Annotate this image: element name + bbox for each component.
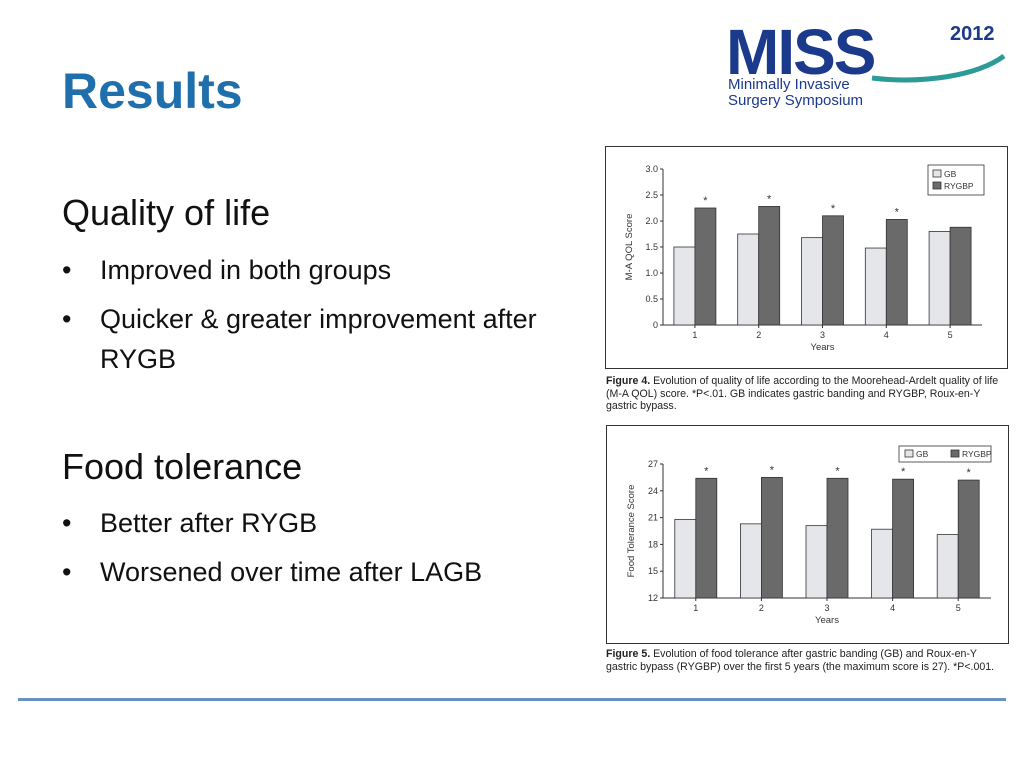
- bar-rygbp: [826, 477, 849, 599]
- logo-line1: Minimally Invasive: [728, 76, 850, 93]
- figure-4-caption: Figure 4. Evolution of quality of life a…: [606, 375, 1006, 413]
- x-axis-label: Years: [811, 342, 835, 353]
- figure-4-label: Figure 4.: [606, 375, 651, 387]
- significance-marker: *: [901, 466, 906, 478]
- bar-gb: [737, 233, 760, 326]
- x-axis-label: Years: [815, 615, 839, 626]
- logo-line2: Surgery Symposium: [728, 92, 863, 109]
- bar-gb: [936, 534, 959, 599]
- y-tick-label: 12: [648, 593, 658, 603]
- bar-gb: [805, 525, 828, 599]
- x-tick-label: 2: [756, 330, 761, 340]
- legend-swatch-gb: [932, 169, 942, 178]
- y-tick-label: 1.5: [645, 242, 658, 252]
- x-tick-label: 5: [956, 603, 961, 613]
- bullet-item: Improved in both groups: [62, 250, 570, 290]
- bar-gb: [674, 518, 697, 599]
- legend-label-gb: GB: [944, 169, 957, 179]
- x-tick-label: 1: [692, 330, 697, 340]
- bar-rygbp: [957, 479, 980, 599]
- bar-rygbp: [885, 219, 908, 326]
- bar-gb: [864, 247, 887, 326]
- bar-gb: [673, 246, 696, 326]
- bullet-list-quality-of-life: Improved in both groups Quicker & greate…: [62, 250, 570, 379]
- x-tick-label: 1: [693, 603, 698, 613]
- significance-marker: *: [895, 206, 900, 218]
- y-tick-label: 15: [648, 566, 658, 576]
- x-tick-label: 4: [890, 603, 895, 613]
- y-tick-label: 1.0: [645, 268, 658, 278]
- legend-swatch-rygbp: [932, 181, 942, 190]
- bar-rygbp: [822, 215, 844, 326]
- logo-year: 2012: [950, 23, 995, 45]
- x-tick-label: 3: [824, 603, 829, 613]
- significance-marker: *: [831, 203, 836, 215]
- legend-label-rygbp: RYGBP: [944, 181, 974, 191]
- legend-label-gb: GB: [916, 449, 929, 459]
- x-tick-label: 5: [948, 330, 953, 340]
- y-tick-label: 0.5: [645, 294, 658, 304]
- bar-rygbp: [760, 477, 783, 599]
- section-heading-food-tolerance: Food tolerance: [62, 446, 303, 487]
- legend-label-rygbp: RYGBP: [962, 449, 992, 459]
- logo-wordmark: MISS: [726, 16, 875, 88]
- y-axis-label: M-A QOL Score: [624, 214, 635, 281]
- bar-rygbp: [758, 206, 781, 326]
- bar-rygbp: [949, 226, 972, 326]
- section-heading-quality-of-life: Quality of life: [62, 192, 271, 233]
- figure-5-label: Figure 5.: [606, 648, 651, 660]
- significance-marker: *: [835, 465, 840, 477]
- significance-marker: *: [704, 465, 709, 477]
- y-tick-label: 27: [648, 459, 658, 469]
- y-tick-label: 0: [653, 320, 658, 330]
- y-tick-label: 21: [648, 513, 658, 523]
- bar-rygbp: [695, 477, 718, 599]
- y-tick-label: 24: [648, 486, 658, 496]
- legend-swatch-rygbp: [950, 449, 960, 458]
- slide-title: Results: [62, 63, 243, 119]
- footer-divider: [18, 698, 1006, 701]
- legend-swatch-gb: [904, 449, 914, 458]
- y-tick-label: 2.0: [645, 216, 658, 226]
- bullet-item: Worsened over time after LAGB: [62, 552, 570, 592]
- figure-5-caption: Figure 5. Evolution of food tolerance af…: [606, 648, 1006, 673]
- food-tolerance-chart: 12 15 18 21 24 27 Food Tolerance Score 1 * 2 * 3 * 4 *…: [626, 445, 992, 626]
- bullet-item: Better after RYGB: [62, 503, 570, 543]
- logo-swoosh: [871, 53, 1006, 83]
- bullet-item: Quicker & greater improvement after RYGB: [62, 299, 570, 379]
- bar-gb: [801, 237, 823, 326]
- significance-marker: *: [703, 195, 708, 207]
- significance-marker: *: [967, 467, 972, 479]
- y-tick-label: 18: [648, 539, 658, 549]
- y-tick-label: 3.0: [645, 164, 658, 174]
- x-tick-label: 4: [884, 330, 889, 340]
- y-tick-label: 2.5: [645, 190, 658, 200]
- bar-gb: [928, 231, 951, 326]
- bar-gb: [739, 523, 762, 599]
- miss-2012-logo: MISS 2012 Minimally Invasive Surgery Sym…: [722, 14, 1012, 114]
- quality-of-life-chart: 0 0.5 1.0 1.5 2.0 2.5 3.0 M-A QOL Score 1 * 2 * 3 * 4 *…: [624, 164, 985, 353]
- bar-rygbp: [694, 207, 717, 326]
- legend-box: [927, 164, 985, 196]
- bar-rygbp: [892, 478, 915, 599]
- x-tick-label: 3: [820, 330, 825, 340]
- figure-4-caption-text: Evolution of quality of life according t…: [606, 375, 999, 412]
- figure-5-box: 12 15 18 21 24 27 Food Tolerance Score 1 * 2 * 3 * 4 *…: [606, 425, 1009, 644]
- significance-marker: *: [770, 464, 775, 476]
- y-axis-label: Food Tolerance Score: [626, 485, 637, 578]
- bar-gb: [871, 528, 894, 599]
- legend-box: [898, 445, 992, 463]
- figure-5-caption-text: Evolution of food tolerance after gastri…: [606, 648, 995, 673]
- figure-4-box: 0 0.5 1.0 1.5 2.0 2.5 3.0 M-A QOL Score 1 * 2 * 3 * 4 *…: [605, 146, 1008, 369]
- bullet-list-food-tolerance: Better after RYGB Worsened over time aft…: [62, 503, 570, 592]
- x-tick-label: 2: [759, 603, 764, 613]
- significance-marker: *: [767, 193, 772, 205]
